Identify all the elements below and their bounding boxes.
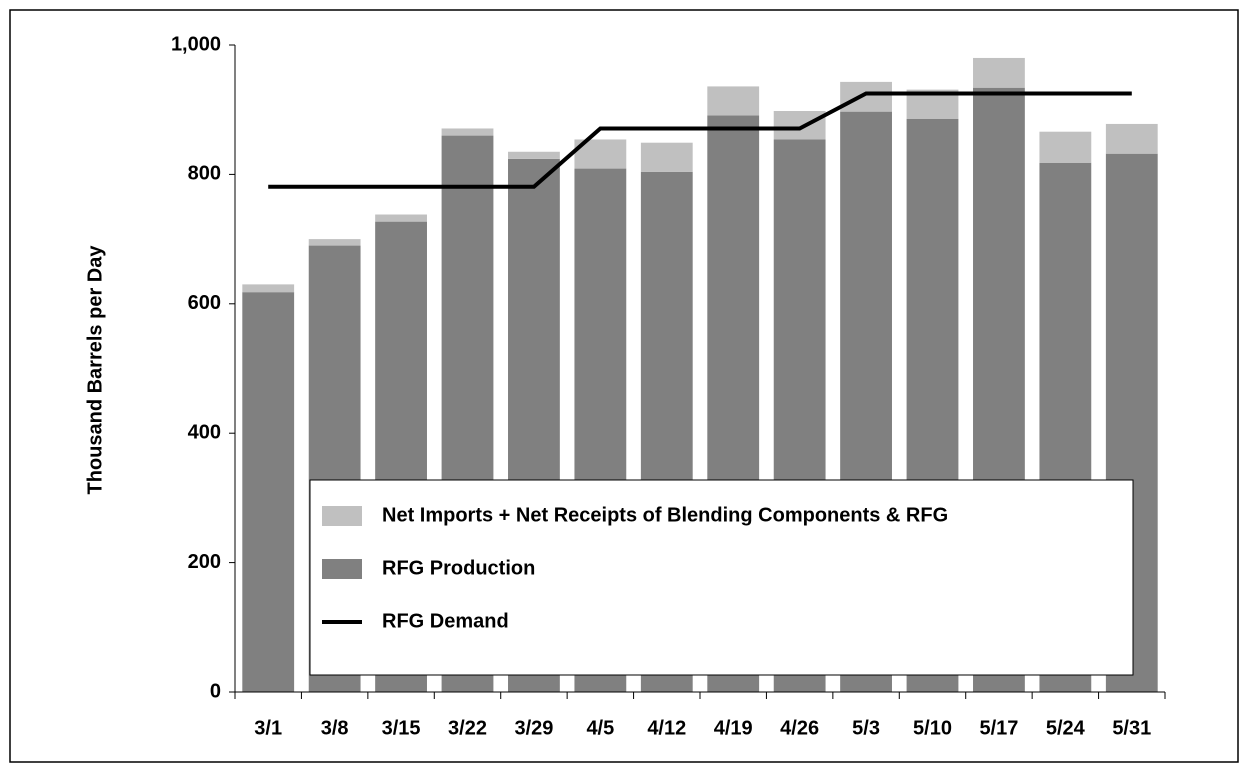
bar-segment: [242, 292, 295, 692]
x-tick-label: 4/5: [586, 717, 614, 739]
x-tick-label: 4/12: [647, 717, 686, 739]
bar-segment: [508, 151, 560, 159]
bar-segment: [242, 284, 295, 293]
y-tick-label: 200: [188, 551, 221, 573]
y-tick-label: 0: [210, 680, 221, 702]
bar-segment: [973, 57, 1025, 88]
bar-segment: [375, 214, 427, 222]
legend-label: RFG Demand: [382, 610, 509, 632]
x-tick-label: 3/15: [382, 717, 421, 739]
x-tick-label: 5/24: [1046, 717, 1086, 739]
x-tick-label: 5/31: [1112, 717, 1151, 739]
x-tick-label: 3/22: [448, 717, 487, 739]
legend-swatch: [322, 506, 362, 526]
y-tick-label: 600: [188, 292, 221, 314]
y-tick-label: 800: [188, 163, 221, 185]
x-tick-label: 5/17: [979, 717, 1018, 739]
x-tick-label: 4/26: [780, 717, 819, 739]
y-tick-label: 400: [188, 421, 221, 443]
bar-segment: [1039, 131, 1092, 163]
x-tick-label: 3/1: [254, 717, 282, 739]
bar-segment: [441, 128, 494, 136]
y-tick-label: 1,000: [171, 33, 221, 55]
x-tick-label: 4/19: [714, 717, 753, 739]
x-tick-label: 3/29: [514, 717, 553, 739]
y-axis-label: Thousand Barrels per Day: [84, 245, 106, 495]
bar-segment: [640, 142, 693, 172]
x-tick-label: 5/10: [913, 717, 952, 739]
bar-segment: [773, 110, 826, 140]
bar-segment: [707, 86, 760, 116]
x-tick-label: 3/8: [321, 717, 349, 739]
bar-segment: [308, 239, 361, 246]
legend-label: RFG Production: [382, 557, 535, 579]
bar-segment: [1105, 123, 1158, 154]
bar-segment: [840, 81, 892, 112]
legend-box: [309, 479, 1134, 676]
line-series: [268, 91, 1132, 189]
x-tick-label: 5/3: [852, 717, 880, 739]
legend-swatch: [322, 559, 362, 579]
legend-label: Net Imports + Net Receipts of Blending C…: [382, 504, 948, 526]
